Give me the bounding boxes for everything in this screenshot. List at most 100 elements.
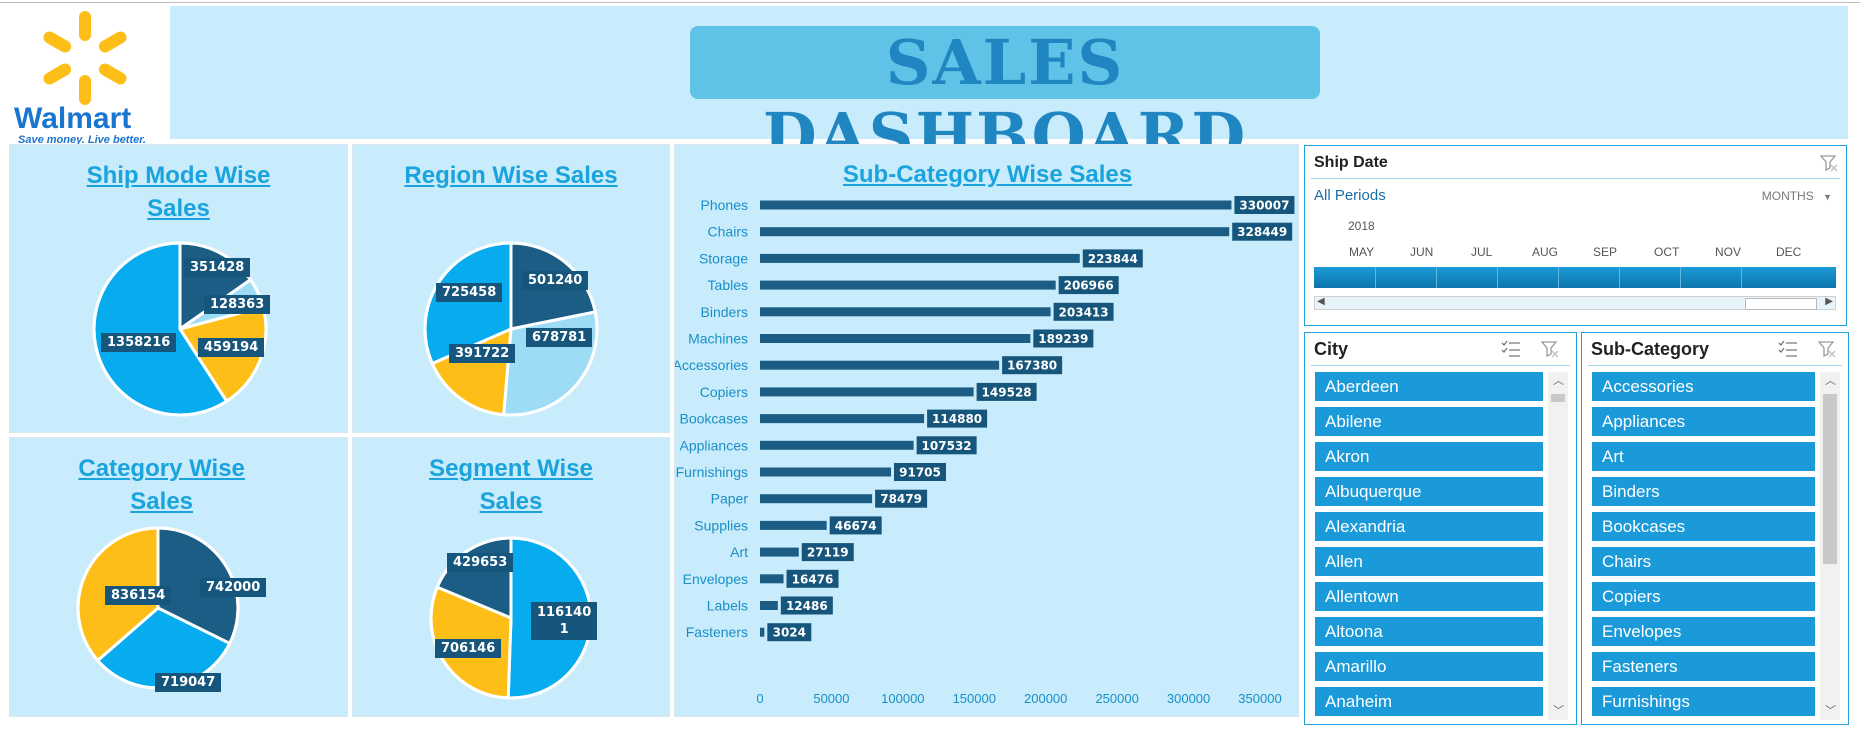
clear-filter-icon[interactable] [1540, 340, 1559, 363]
sub-category-panel: Sub-Category Wise Sales Phones 330007 Chai… [674, 144, 1299, 717]
city-scroll-thumb[interactable] [1551, 394, 1565, 402]
sub-category-slicer-item[interactable]: Fasteners [1592, 652, 1815, 681]
timeline-header-divider [1311, 178, 1840, 179]
city-slicer-item[interactable]: Anaheim [1315, 687, 1543, 716]
sub-category-slicer-item[interactable]: Chairs [1592, 547, 1815, 576]
region-label: 678781 [526, 328, 593, 347]
timeline-month-divider [1497, 267, 1498, 288]
multi-select-icon[interactable] [1778, 340, 1798, 363]
bar [760, 467, 892, 477]
timeline-scrollbar[interactable]: ◀ ▶ [1314, 296, 1836, 310]
city-slicer-divider [1311, 365, 1570, 366]
city-slicer-item[interactable]: Altoona [1315, 617, 1543, 646]
scroll-up-icon[interactable]: ︿ [1553, 375, 1564, 387]
timeline-month-label: OCT [1654, 245, 1680, 259]
bar-data-label-box [780, 596, 833, 615]
scroll-up-icon[interactable]: ︿ [1825, 375, 1836, 387]
bar-data-label-box [786, 569, 839, 588]
ship-mode-label: 128363 [204, 295, 271, 314]
bar-category-label: Paper [711, 491, 749, 507]
bar [760, 253, 1080, 263]
region-pie [423, 241, 599, 417]
timeline-month-divider [1558, 267, 1559, 288]
ship-mode-pie-outline [92, 241, 268, 417]
timeline-period[interactable]: All Periods [1314, 187, 1386, 204]
sub-category-slicer: Sub-Category Accessories Appliances Art Bin… [1581, 332, 1849, 725]
bar [760, 494, 873, 504]
spark-icon [43, 11, 127, 105]
bar [760, 627, 765, 637]
sub-category-slicer-item[interactable]: Envelopes [1592, 617, 1815, 646]
segment-title-2: Sales [479, 488, 543, 515]
city-slicer-item[interactable]: Akron [1315, 442, 1543, 471]
timeline-month-label: NOV [1715, 245, 1742, 259]
segment-label: 429653 [447, 553, 514, 572]
scroll-left-icon[interactable]: ◀ [1317, 296, 1325, 307]
timeline-level-select[interactable]: MONTHS ▼ [1762, 189, 1832, 203]
sub-category-scroll-thumb[interactable] [1823, 394, 1837, 564]
sub-category-title: Sub-Category Wise Sales [842, 161, 1133, 188]
bar-category-label: Fasteners [686, 624, 748, 640]
city-slicer-item[interactable]: Albuquerque [1315, 477, 1543, 506]
city-slicer-item[interactable]: Allen [1315, 547, 1543, 576]
ship-mode-label: 351428 [184, 258, 251, 277]
city-slicer-item[interactable]: Aberdeen [1315, 372, 1543, 401]
bar [760, 440, 914, 450]
timeline-title: Ship Date [1314, 154, 1388, 171]
city-slicer-item[interactable]: Alexandria [1315, 512, 1543, 541]
city-slicer: City Aberdeen Abilene Akron Albuquerque Alex… [1304, 332, 1577, 725]
scroll-down-icon[interactable]: ﹀ [1825, 705, 1836, 717]
segment-pie [429, 536, 593, 700]
bar-category-label: Labels [707, 598, 748, 614]
city-slicer-item[interactable]: Abilene [1315, 407, 1543, 436]
city-slicer-item[interactable]: Amarillo [1315, 652, 1543, 681]
timeline-month-label: JUN [1410, 245, 1434, 259]
timeline-level-label: MONTHS [1761, 189, 1814, 203]
bar-category-label: Tables [708, 277, 748, 293]
sub-category-slicer-divider [1588, 365, 1842, 366]
ship-date-timeline: Ship Date All Periods MONTHS ▼ 2018 MAY J… [1304, 145, 1847, 326]
clear-filter-icon[interactable] [1817, 340, 1836, 363]
city-slicer-scrollbar[interactable]: ︿ ﹀ [1548, 372, 1568, 720]
bar-data-label: 27119 [807, 546, 849, 560]
bar [760, 360, 1000, 370]
x-axis-tick-label: 100000 [881, 691, 924, 706]
sub-category-slicer-item[interactable]: Furnishings [1592, 687, 1815, 716]
bar-data-label-box [1082, 249, 1143, 268]
ship-mode-title-1: Ship Mode Wise [86, 162, 271, 189]
timeline-month-label: SEP [1593, 245, 1618, 259]
scroll-down-icon[interactable]: ﹀ [1553, 705, 1564, 717]
segment-label: 116140 1 [531, 602, 598, 640]
ship-mode-title-2: Sales [147, 195, 210, 222]
bar-data-label-box [916, 436, 977, 455]
sub-category-slicer-item[interactable]: Appliances [1592, 407, 1815, 436]
timeline-months: MAY JUN JUL AUG SEP OCT NOV DEC [1305, 245, 1848, 259]
sub-category-slicer-item[interactable]: Accessories [1592, 372, 1815, 401]
sub-category-slicer-item[interactable]: Copiers [1592, 582, 1815, 611]
city-slicer-title: City [1314, 339, 1349, 359]
sub-category-slicer-item[interactable]: Binders [1592, 477, 1815, 506]
bar-data-label: 91705 [899, 466, 941, 480]
bar [760, 601, 778, 610]
city-slicer-item[interactable]: Allentown [1315, 582, 1543, 611]
bar [760, 520, 827, 530]
clear-filter-icon[interactable] [1819, 154, 1838, 172]
x-axis-tick-label: 250000 [1095, 691, 1138, 706]
region-title: Region Wise Sales [404, 162, 618, 189]
ship-mode-label: 459194 [198, 338, 265, 357]
bar [760, 334, 1031, 343]
multi-select-icon[interactable] [1501, 340, 1521, 363]
sub-category-slicer-scrollbar[interactable]: ︿ ﹀ [1820, 372, 1840, 720]
timeline-scroll-thumb[interactable] [1745, 298, 1817, 310]
sub-category-slicer-item[interactable]: Art [1592, 442, 1815, 471]
segment-label: 706146 [435, 639, 502, 658]
walmart-logo: Walmart Save money. Live better. [2, 6, 168, 146]
sub-category-slicer-item[interactable]: Bookcases [1592, 512, 1815, 541]
timeline-range-bar[interactable] [1314, 267, 1836, 288]
bar-data-label: 330007 [1239, 199, 1289, 213]
bar [760, 387, 974, 397]
bar-data-label: 12486 [786, 599, 828, 613]
bar-data-label-box [976, 382, 1037, 401]
dashboard-title: SALES DASHBOARD [762, 26, 1248, 172]
scroll-right-icon[interactable]: ▶ [1825, 296, 1833, 307]
